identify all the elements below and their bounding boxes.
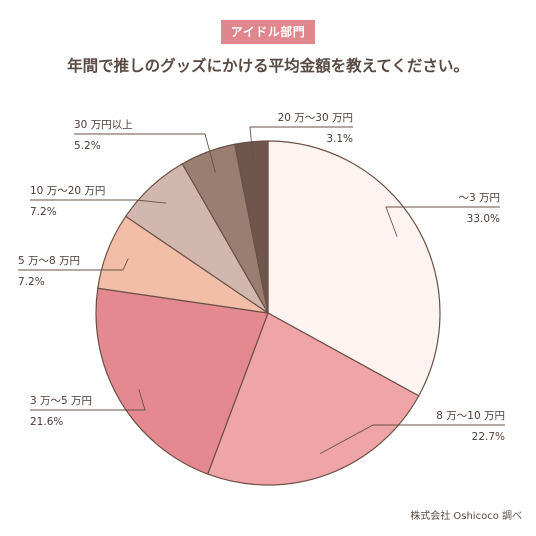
slice-value-label: 21.6% [30, 416, 63, 428]
slice-value-label: 7.2% [18, 276, 45, 288]
source-note: 株式会社 Oshicoco 調べ [410, 511, 522, 522]
slice-value-label: 3.1% [326, 133, 353, 145]
pie-slice [267, 140, 441, 397]
leader-line [30, 199, 167, 204]
leader-line [18, 258, 129, 271]
pie-slice [95, 287, 269, 475]
slice-label: 8 万〜10 万円 [436, 410, 505, 422]
category-badge: アイドル部門 [221, 20, 315, 44]
slice-value-label: 33.0% [467, 213, 500, 225]
chart-title: 年間で推しのグッズにかける平均金額を教えてください。 [67, 57, 469, 75]
slice-label: 10 万〜20 万円 [30, 185, 105, 197]
slice-label: 3 万〜5 万円 [30, 395, 92, 407]
slice-label: 5 万〜8 万円 [18, 255, 80, 267]
slice-value-label: 5.2% [74, 140, 101, 152]
slice-label: 20 万〜30 万円 [278, 112, 353, 124]
leader-line [74, 133, 216, 173]
leader-line [30, 389, 146, 411]
slice-label: 30 万円以上 [74, 119, 133, 131]
slice-value-label: 22.7% [472, 431, 505, 443]
leader-line [385, 206, 500, 237]
pie-slice [206, 312, 420, 486]
leader-line [319, 424, 505, 455]
slice-value-label: 7.2% [30, 206, 57, 218]
leader-line [249, 126, 353, 164]
slice-label: 〜3 万円 [458, 192, 500, 204]
